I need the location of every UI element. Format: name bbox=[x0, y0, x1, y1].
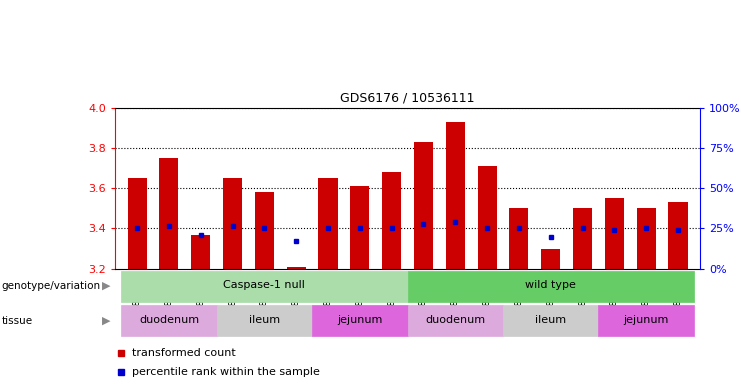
Text: transformed count: transformed count bbox=[133, 348, 236, 358]
Text: Caspase-1 null: Caspase-1 null bbox=[224, 280, 305, 290]
Text: duodenum: duodenum bbox=[425, 315, 485, 325]
Text: ▶: ▶ bbox=[102, 281, 110, 291]
Bar bbox=[408, 305, 503, 336]
Bar bbox=[477, 166, 496, 269]
Text: duodenum: duodenum bbox=[139, 315, 199, 325]
Text: jejunum: jejunum bbox=[623, 315, 669, 325]
Bar bbox=[287, 267, 306, 269]
Bar bbox=[159, 158, 179, 269]
Bar bbox=[503, 305, 599, 336]
Text: ▶: ▶ bbox=[102, 316, 110, 326]
Bar bbox=[637, 208, 656, 269]
Bar bbox=[541, 249, 560, 269]
Bar bbox=[216, 305, 312, 336]
Bar bbox=[127, 178, 147, 269]
Text: percentile rank within the sample: percentile rank within the sample bbox=[133, 367, 320, 377]
Title: GDS6176 / 10536111: GDS6176 / 10536111 bbox=[340, 92, 475, 105]
Bar bbox=[223, 178, 242, 269]
Bar bbox=[122, 305, 216, 336]
Bar bbox=[122, 271, 408, 302]
Text: wild type: wild type bbox=[525, 280, 576, 290]
Bar bbox=[446, 122, 465, 269]
Bar bbox=[255, 192, 274, 269]
Bar bbox=[599, 305, 694, 336]
Text: genotype/variation: genotype/variation bbox=[1, 281, 101, 291]
Text: ileum: ileum bbox=[249, 315, 280, 325]
Bar bbox=[605, 198, 624, 269]
Bar bbox=[408, 271, 694, 302]
Bar bbox=[382, 172, 401, 269]
Bar bbox=[350, 186, 369, 269]
Bar bbox=[319, 178, 338, 269]
Text: jejunum: jejunum bbox=[337, 315, 382, 325]
Text: ileum: ileum bbox=[535, 315, 566, 325]
Bar bbox=[191, 235, 210, 269]
Text: tissue: tissue bbox=[1, 316, 33, 326]
Bar bbox=[668, 202, 688, 269]
Bar bbox=[573, 208, 592, 269]
Bar bbox=[509, 208, 528, 269]
Bar bbox=[312, 305, 408, 336]
Bar bbox=[414, 142, 433, 269]
